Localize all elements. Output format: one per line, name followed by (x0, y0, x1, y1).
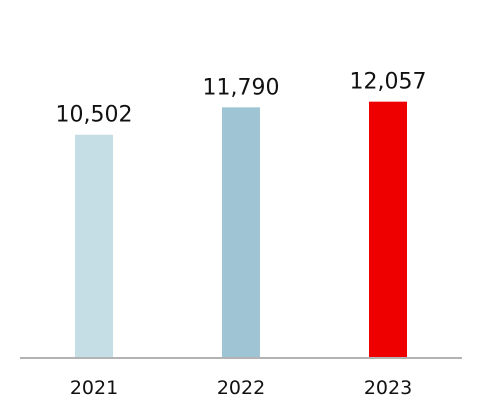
x-tick-label-2021: 2021 (70, 377, 118, 399)
bar-2023 (369, 101, 407, 359)
bars-group (75, 101, 407, 359)
data-label-2022: 11,790 (203, 75, 280, 100)
bar-2022 (222, 107, 260, 358)
labels-group: 10,502 2021 11,790 2022 12,057 2023 (56, 70, 427, 399)
data-label-2021: 10,502 (56, 103, 133, 128)
bar-2021 (75, 134, 113, 358)
data-label-2023: 12,057 (350, 70, 427, 95)
x-tick-label-2022: 2022 (217, 377, 265, 399)
x-tick-label-2023: 2023 (364, 377, 412, 399)
